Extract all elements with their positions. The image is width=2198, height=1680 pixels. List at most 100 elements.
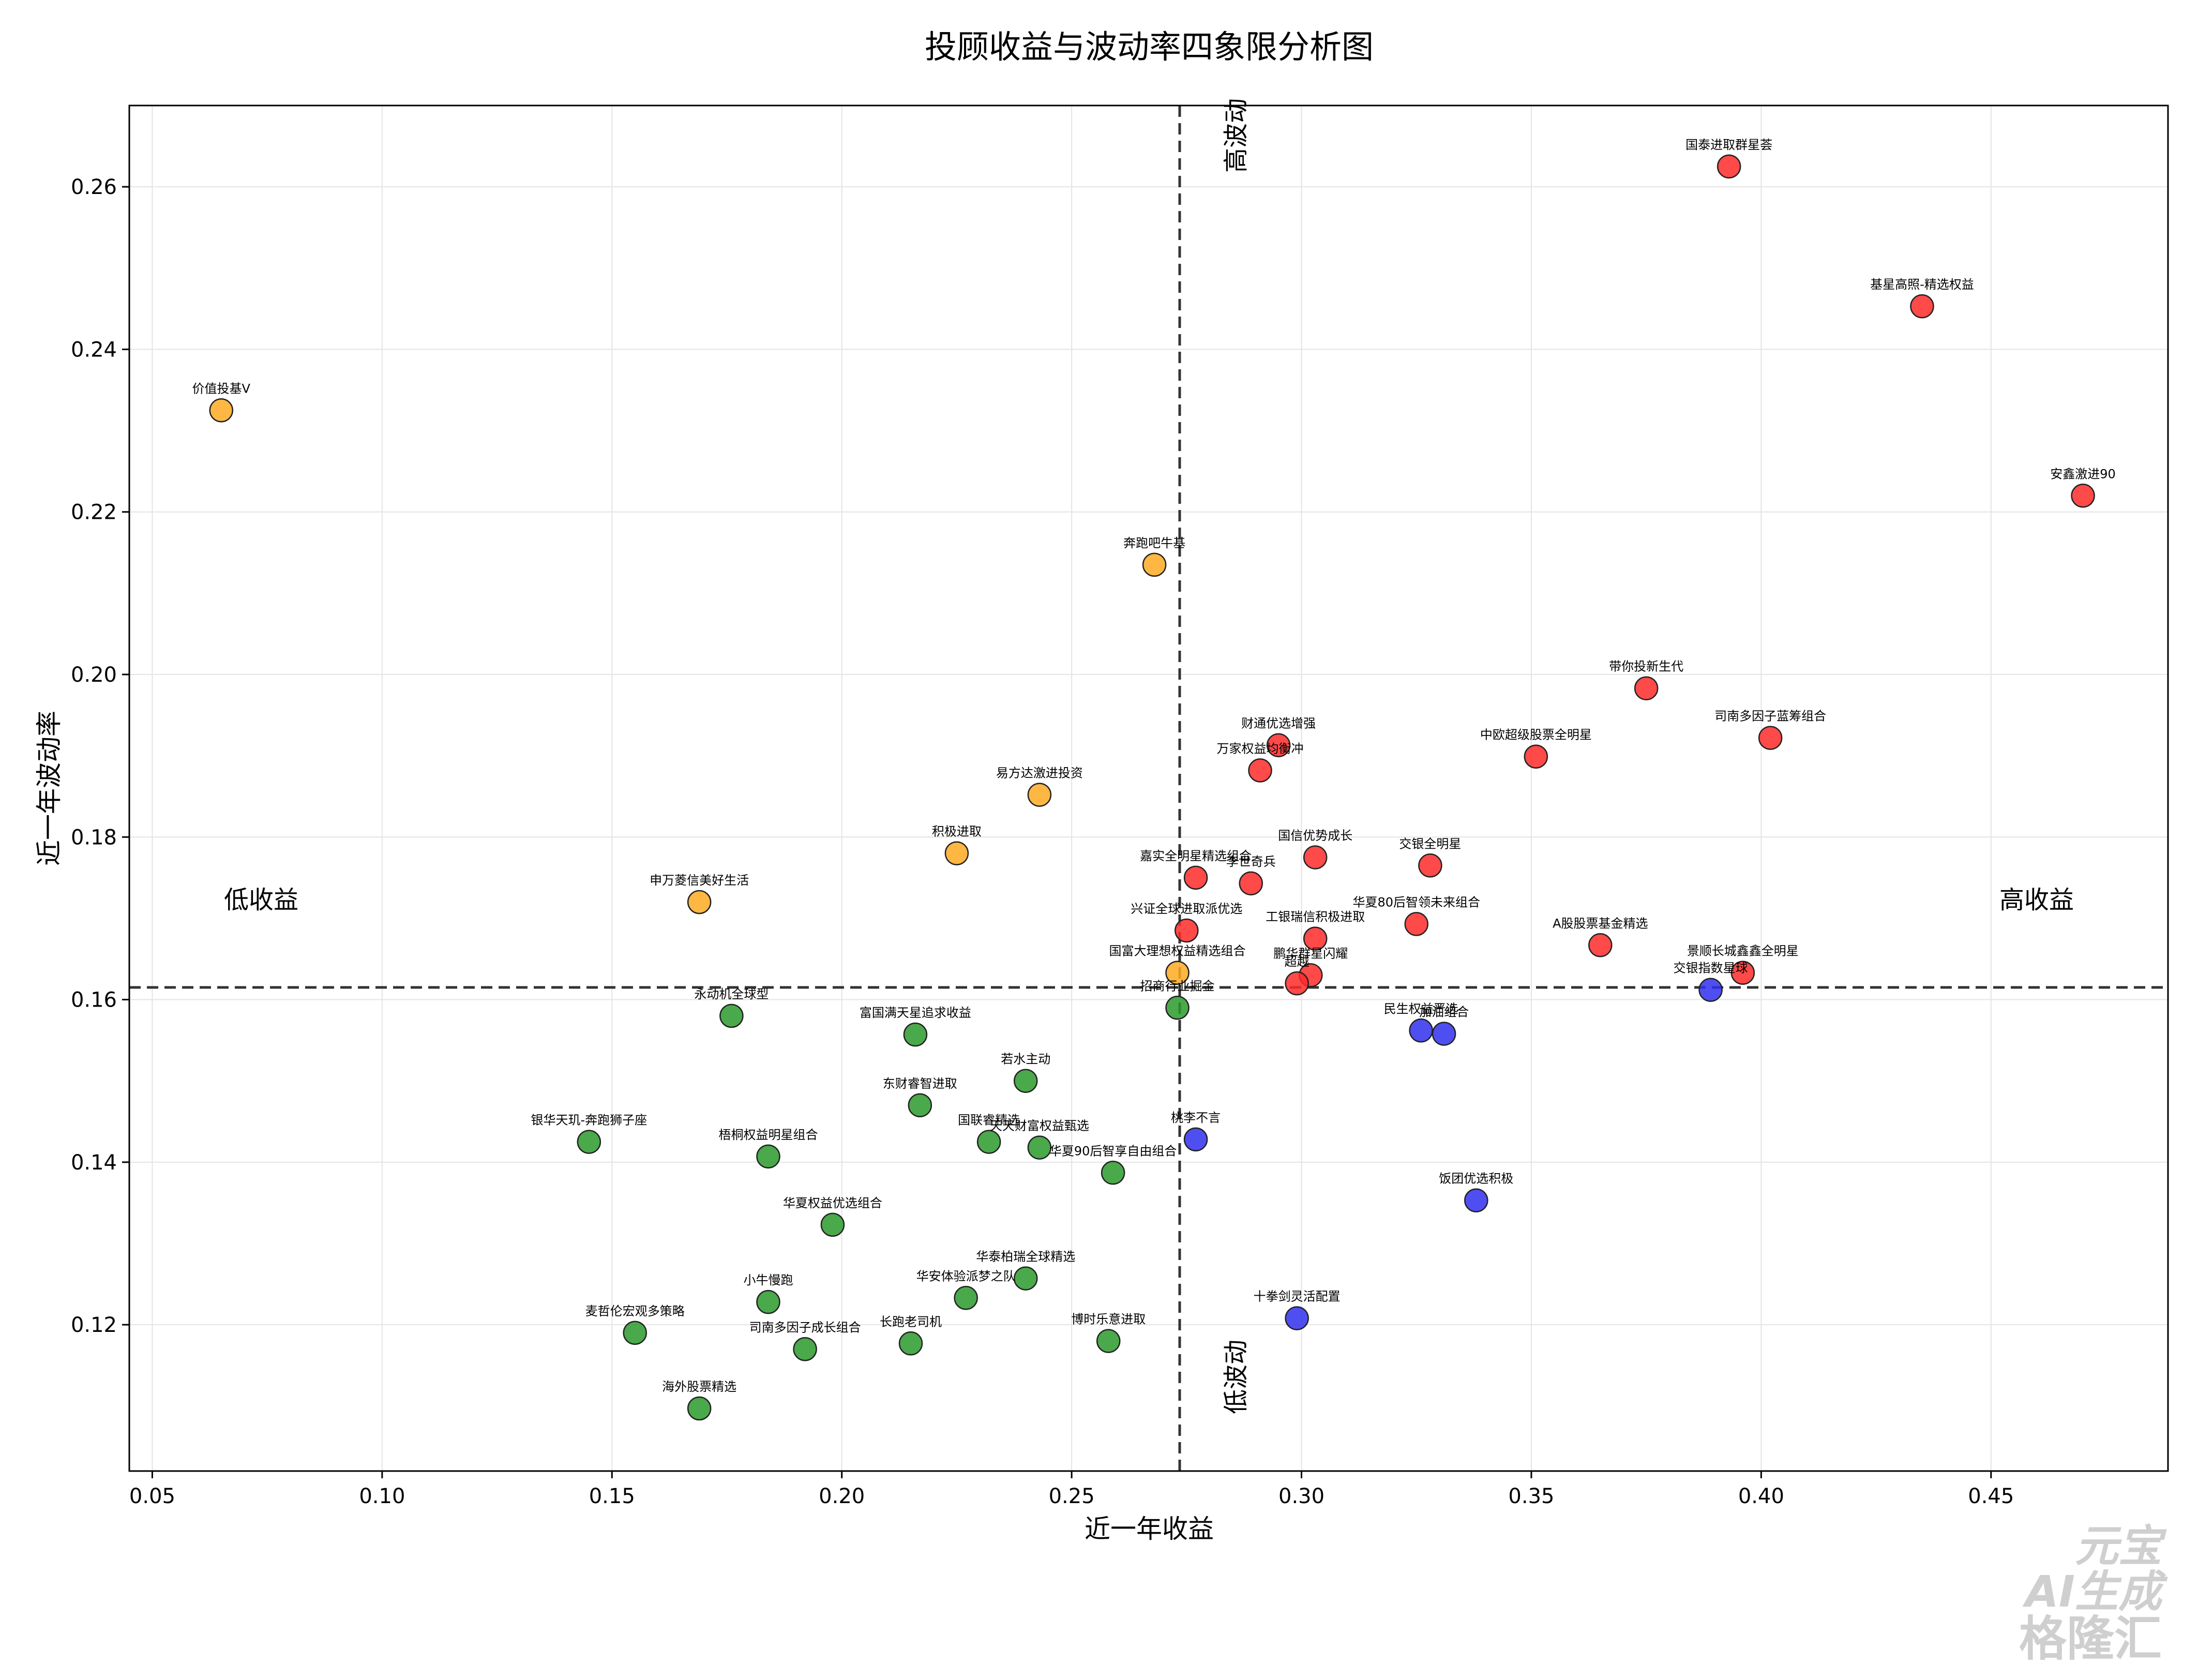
data-point-40 — [1101, 1161, 1125, 1185]
data-label-45: 麦哲伦宏观多策略 — [585, 1304, 685, 1318]
data-point-24 — [1165, 961, 1190, 985]
reference-lines — [129, 106, 2168, 1471]
data-label-27: 加油组合 — [1419, 1005, 1469, 1019]
data-point-8 — [1303, 845, 1328, 869]
data-label-19: 价值投基V — [192, 381, 251, 396]
y-tick-label-4: 0.20 — [71, 663, 117, 687]
data-point-9 — [1418, 853, 1442, 878]
data-label-6: 财通优选增强 — [1241, 716, 1316, 731]
data-label-4: 司南多因子蓝筹组合 — [1714, 709, 1826, 724]
data-label-44: 小牛慢跑 — [743, 1273, 793, 1287]
data-label-31: 永动机全球型 — [694, 987, 769, 1001]
data-point-47 — [898, 1331, 923, 1356]
data-point-42 — [1013, 1266, 1038, 1291]
data-point-34 — [1013, 1069, 1038, 1093]
watermark-line-2: AI生成 — [2025, 1566, 2162, 1617]
data-point-30 — [1285, 1306, 1309, 1330]
data-point-22 — [944, 841, 969, 865]
data-point-31 — [719, 1003, 744, 1028]
plot-frame — [128, 104, 2169, 1472]
watermark: 元宝 AI生成 格隆汇 — [2019, 1523, 2162, 1664]
data-label-35: 东财睿智进取 — [883, 1076, 957, 1091]
x-axis-label: 近一年收益 — [1085, 1514, 1214, 1544]
data-label-49: 海外股票精选 — [662, 1379, 736, 1394]
data-label-2: 安鑫激进90 — [2050, 467, 2116, 481]
data-label-23: 申万菱信美好生活 — [650, 873, 749, 888]
data-point-19 — [209, 398, 234, 423]
data-point-0 — [1717, 154, 1741, 179]
y-tick-label-0: 0.12 — [71, 1313, 117, 1337]
data-point-10 — [1183, 865, 1208, 890]
data-point-27 — [1432, 1022, 1456, 1046]
data-label-8: 国信优势成长 — [1278, 829, 1352, 843]
data-point-46 — [793, 1337, 817, 1361]
data-label-14: 工银瑞信积极进取 — [1266, 910, 1365, 924]
data-point-6 — [1266, 733, 1291, 757]
data-label-21: 易方达激进投资 — [996, 766, 1083, 781]
data-point-26 — [1409, 1018, 1433, 1043]
quadrant-label-high-return: 高收益 — [1999, 886, 2074, 914]
data-point-12 — [1404, 912, 1428, 936]
data-label-12: 华夏80后智领未来组合 — [1352, 895, 1480, 909]
data-point-14 — [1303, 926, 1328, 951]
x-tick-label-1: 0.10 — [359, 1484, 405, 1508]
data-point-43 — [954, 1286, 978, 1310]
data-point-23 — [687, 890, 712, 914]
data-point-28 — [1183, 1127, 1208, 1152]
data-label-38: 国联睿精选 — [958, 1113, 1020, 1128]
data-point-37 — [756, 1144, 780, 1169]
data-label-30: 十拳剑灵活配置 — [1254, 1289, 1341, 1304]
data-label-32: 招商行业掘金 — [1140, 979, 1215, 993]
data-label-43: 华安体验派梦之队 — [916, 1269, 1016, 1283]
watermark-line-1: 元宝 — [2074, 1521, 2162, 1572]
data-label-10: 嘉实全明星精选组合 — [1140, 849, 1252, 863]
data-label-25: 交银指数星球 — [1674, 961, 1748, 976]
data-label-11: 李世奇兵 — [1226, 854, 1276, 869]
data-label-28: 桃李不言 — [1171, 1111, 1221, 1125]
grid-lines — [129, 106, 2168, 1471]
chart-title: 投顾收益与波动率四象限分析图 — [925, 28, 1374, 66]
x-tick-label-3: 0.20 — [819, 1484, 865, 1508]
data-label-48: 博时乐意进取 — [1071, 1312, 1146, 1327]
data-point-41 — [820, 1212, 845, 1237]
y-axis-ticks: 0.12 0.14 0.16 0.18 0.20 0.22 0.24 0.26 — [71, 175, 129, 1337]
data-point-18 — [1285, 971, 1309, 996]
data-label-33: 富国满天星追求收益 — [860, 1006, 971, 1020]
data-point-3 — [1634, 676, 1659, 700]
data-point-45 — [623, 1321, 647, 1345]
data-label-20: 奔跑吧牛基 — [1123, 536, 1185, 550]
data-point-11 — [1239, 871, 1263, 896]
data-point-25 — [1698, 978, 1723, 1002]
data-point-49 — [687, 1396, 712, 1421]
data-point-7 — [1248, 758, 1272, 783]
data-point-35 — [908, 1093, 932, 1118]
data-point-1 — [1910, 294, 1934, 319]
x-tick-label-2: 0.15 — [589, 1484, 635, 1508]
data-label-1: 基星高照-精选权益 — [1870, 277, 1974, 292]
data-point-16 — [1730, 961, 1755, 985]
data-point-44 — [756, 1289, 780, 1314]
data-point-13 — [1175, 918, 1199, 943]
data-point-36 — [577, 1130, 601, 1154]
data-label-36: 银华天玑-奔跑狮子座 — [531, 1113, 648, 1128]
data-label-7: 万家权益均衡冲 — [1217, 741, 1304, 756]
data-label-5: 中欧超级股票全明星 — [1480, 728, 1592, 742]
y-tick-label-3: 0.18 — [71, 826, 117, 849]
data-label-24: 国富大理想权益精选组合 — [1109, 944, 1246, 958]
data-point-33 — [903, 1022, 928, 1047]
data-point-29 — [1464, 1188, 1488, 1212]
data-label-17: 鹏华群星闪耀 — [1273, 946, 1348, 961]
x-tick-label-7: 0.40 — [1738, 1484, 1784, 1508]
y-tick-label-5: 0.22 — [71, 501, 117, 524]
data-point-2 — [2071, 484, 2095, 508]
data-label-16: 景顺长城鑫鑫全明星 — [1687, 944, 1799, 958]
data-label-3: 带你投新生代 — [1609, 659, 1683, 674]
y-tick-label-7: 0.26 — [71, 175, 117, 199]
x-tick-label-8: 0.45 — [1968, 1484, 2014, 1508]
x-tick-label-0: 0.05 — [129, 1484, 175, 1508]
data-point-5 — [1524, 744, 1548, 769]
data-label-13: 兴证全球进取派优选 — [1131, 902, 1242, 916]
data-label-15: A股股票基金精选 — [1553, 916, 1648, 931]
